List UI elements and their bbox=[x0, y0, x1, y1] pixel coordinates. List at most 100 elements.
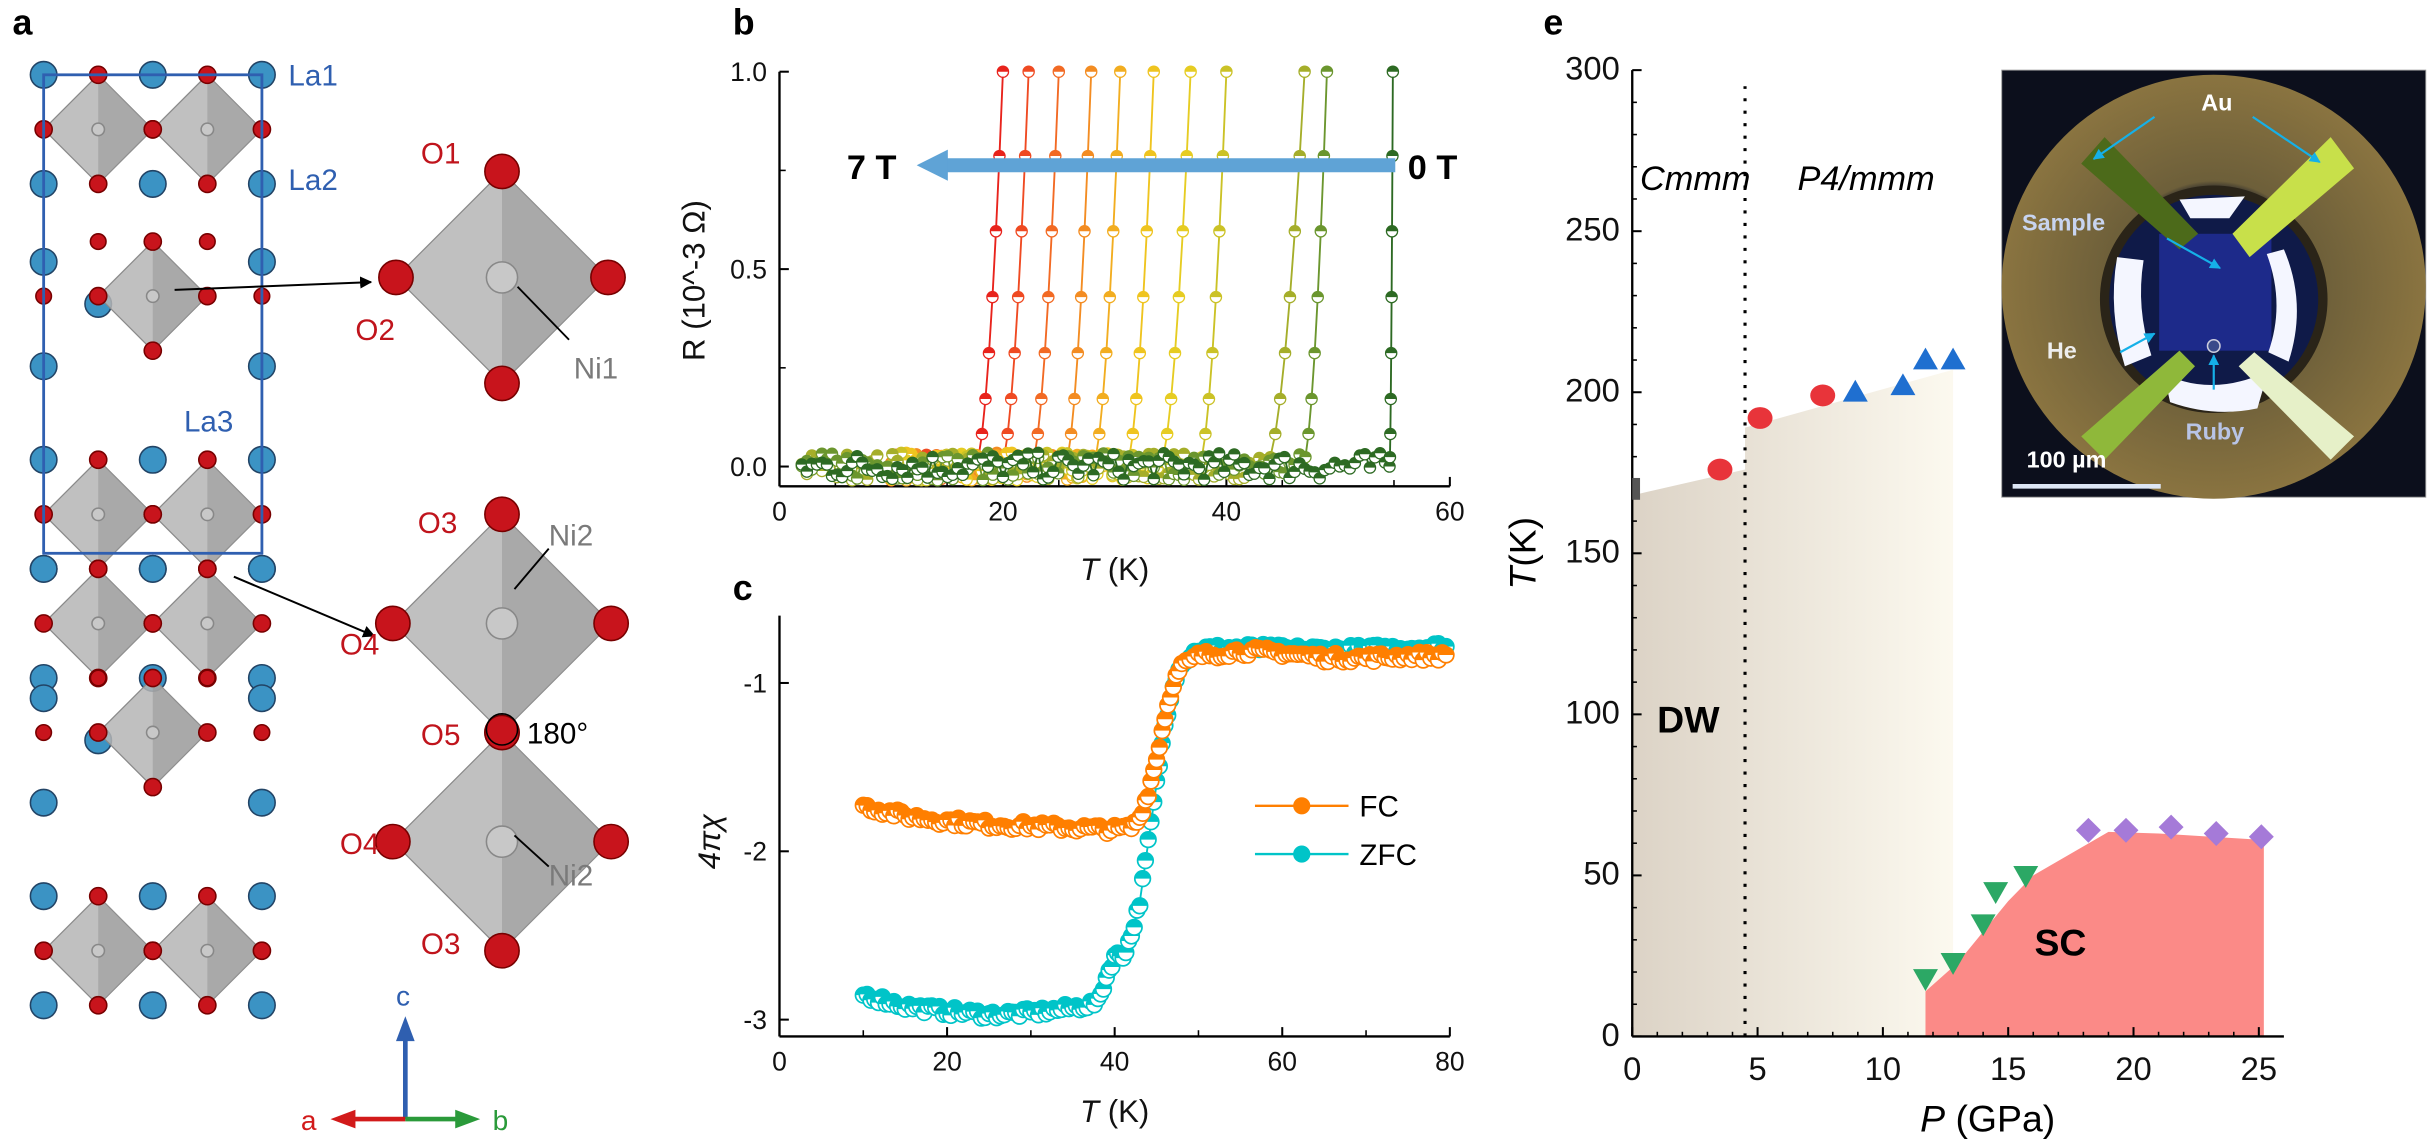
ni-atom bbox=[485, 825, 519, 858]
series-9 bbox=[795, 65, 1334, 487]
octahedron-shade bbox=[501, 171, 608, 384]
data-point-fill bbox=[1035, 393, 1047, 399]
data-point-fill bbox=[1032, 447, 1044, 453]
data-point-fill bbox=[977, 474, 989, 481]
data-point-fill bbox=[1165, 393, 1177, 399]
c-axis-head bbox=[395, 1016, 415, 1042]
electrode-top-right bbox=[2232, 137, 2355, 258]
chart-c-ylabel: 4πχ bbox=[692, 813, 727, 869]
label-7T: 7 T bbox=[847, 149, 897, 187]
data-point-fill bbox=[1299, 451, 1312, 458]
data-point-fill bbox=[1137, 852, 1154, 861]
data-point-fill bbox=[1042, 291, 1054, 298]
series-line bbox=[801, 71, 1328, 482]
data-point-fill bbox=[1112, 466, 1125, 472]
data-point-fill bbox=[1082, 150, 1094, 157]
ni-atom bbox=[91, 943, 106, 958]
octahedron-shade bbox=[501, 732, 612, 951]
o-atom bbox=[197, 174, 217, 194]
data-point-fill bbox=[1386, 150, 1399, 157]
data-point-fill bbox=[1238, 457, 1250, 464]
o-atom bbox=[593, 605, 630, 642]
data-point-fill bbox=[1137, 291, 1149, 298]
octahedron-shade bbox=[98, 568, 153, 678]
data-point-fill bbox=[1039, 347, 1051, 354]
data-point-fill bbox=[916, 462, 929, 468]
label-o4-bottom: O4 bbox=[340, 828, 380, 861]
data-point-fill bbox=[1185, 66, 1197, 72]
data-point-fill bbox=[916, 452, 929, 458]
series-line bbox=[801, 71, 1394, 483]
data-point bbox=[1940, 347, 1966, 370]
data-point-fill bbox=[1293, 457, 1306, 464]
inset-label-he: He bbox=[2047, 337, 2077, 363]
data-point-fill bbox=[1263, 473, 1276, 480]
data-point-fill bbox=[1199, 428, 1212, 434]
o-atom bbox=[484, 496, 520, 533]
data-point-fill bbox=[1032, 428, 1044, 434]
data-point bbox=[1707, 458, 1733, 481]
data-point-fill bbox=[1217, 150, 1229, 157]
data-point-fill bbox=[1213, 225, 1226, 232]
electrode-top-left bbox=[2081, 137, 2199, 250]
o-atom bbox=[253, 723, 271, 742]
la-atom bbox=[29, 684, 58, 713]
data-point-fill bbox=[1359, 448, 1371, 455]
ruby bbox=[2206, 338, 2221, 354]
series-1 bbox=[884, 65, 1035, 486]
octahedra-detail bbox=[374, 153, 630, 969]
data-point-fill bbox=[1309, 347, 1321, 354]
data-point-fill bbox=[916, 457, 929, 463]
data-point-fill bbox=[1298, 66, 1311, 72]
data-point-fill bbox=[982, 461, 994, 467]
la-atom bbox=[138, 991, 167, 1020]
data-point-fill bbox=[1022, 448, 1034, 454]
data-point-fill bbox=[1387, 66, 1399, 72]
data-point-fill bbox=[1177, 225, 1189, 232]
data-point-fill bbox=[990, 225, 1002, 232]
angle-marker bbox=[485, 713, 519, 746]
x-tick-label: 20 bbox=[932, 1047, 961, 1077]
legend-fc-marker bbox=[1293, 797, 1311, 815]
data-point-fill bbox=[1385, 347, 1397, 354]
data-point-fill bbox=[826, 448, 838, 454]
o-atom bbox=[374, 605, 411, 642]
field-arrow-head bbox=[916, 149, 948, 181]
o-atom bbox=[34, 614, 54, 633]
data-point-fill bbox=[957, 469, 969, 475]
data-point-fill bbox=[841, 452, 853, 459]
data-point-fill bbox=[977, 812, 993, 821]
data-point-fill bbox=[1134, 870, 1151, 879]
data-point-fill bbox=[1305, 393, 1318, 399]
data-point-fill bbox=[1107, 448, 1120, 455]
ni-atom bbox=[200, 616, 215, 631]
data-point-fill bbox=[1438, 647, 1454, 656]
octahedron-shade bbox=[98, 459, 153, 569]
data-point-fill bbox=[1289, 225, 1301, 232]
data-point-fill bbox=[1132, 898, 1148, 906]
series-line bbox=[890, 71, 1228, 482]
o-atom bbox=[197, 886, 217, 906]
data-point-fill bbox=[1228, 448, 1240, 455]
chart-e-ylabel: T(K) bbox=[1502, 517, 1544, 590]
la-atom bbox=[29, 991, 58, 1020]
he-region-right bbox=[2266, 249, 2297, 362]
o-atom bbox=[197, 450, 217, 470]
data-point-fill bbox=[1049, 150, 1061, 157]
data-point-fill bbox=[821, 458, 833, 465]
b-axis-label: b bbox=[493, 1105, 509, 1136]
la-atom bbox=[29, 554, 58, 583]
la-atom bbox=[247, 684, 276, 713]
chart-c: 0 20 40 60 80 -1 -2 -3 bbox=[743, 615, 1465, 1077]
label-o5: O5 bbox=[421, 719, 461, 752]
data-point-fill bbox=[986, 291, 999, 298]
o-atom bbox=[89, 233, 107, 251]
data-point-fill bbox=[1062, 454, 1074, 461]
series-circle bbox=[1707, 384, 1836, 481]
y-tick-label: 0 bbox=[1602, 1016, 1620, 1053]
data-point-fill bbox=[1002, 428, 1014, 434]
data-point-fill bbox=[1053, 66, 1065, 72]
data-point-fill bbox=[1163, 451, 1175, 457]
o-atom bbox=[143, 232, 163, 251]
o-atom bbox=[143, 777, 163, 797]
